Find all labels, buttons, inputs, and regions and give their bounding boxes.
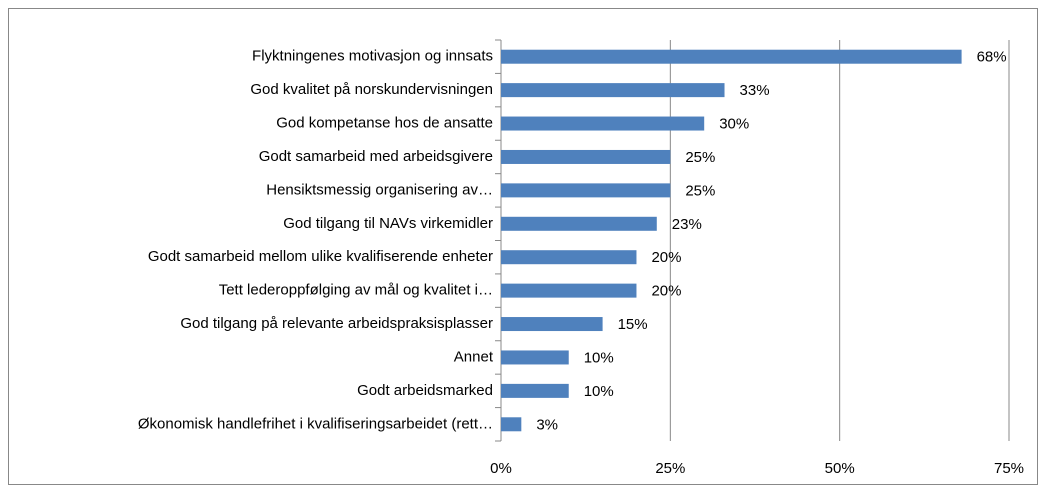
y-tick-label: God kvalitet på norskundervisningen <box>250 81 493 98</box>
y-tick-label: Annet <box>454 348 494 365</box>
bar <box>501 149 671 164</box>
value-label: 10% <box>584 383 614 400</box>
bar <box>501 283 637 298</box>
y-tick-label: Flyktningenes motivasjon og innsats <box>252 48 493 65</box>
y-tick-label: Godt samarbeid med arbeidsgivere <box>259 148 493 165</box>
value-label: 33% <box>740 82 770 99</box>
value-label: 30% <box>719 116 749 133</box>
value-label: 68% <box>977 49 1007 66</box>
value-label: 25% <box>685 149 715 166</box>
x-tick-label: 75% <box>994 460 1024 477</box>
y-tick-label: God tilgang til NAVs virkemidler <box>283 215 493 232</box>
bar <box>501 216 657 231</box>
value-label: 23% <box>672 216 702 233</box>
value-label: 15% <box>618 316 648 333</box>
bar <box>501 317 603 332</box>
bar <box>501 417 522 432</box>
bar <box>501 49 962 64</box>
y-tick-label: Godt samarbeid mellom ulike kvalifiseren… <box>148 248 493 265</box>
y-tick-label: God kompetanse hos de ansatte <box>276 115 493 132</box>
value-label: 20% <box>651 283 681 300</box>
x-tick-label: 50% <box>825 460 855 477</box>
bar <box>501 383 569 398</box>
y-tick-label: Økonomisk handlefrihet i kvalifiseringsa… <box>138 415 493 432</box>
value-label: 20% <box>651 249 681 266</box>
y-tick-label: Godt arbeidsmarked <box>357 382 493 399</box>
x-tick-label: 25% <box>655 460 685 477</box>
value-label: 3% <box>536 416 558 433</box>
y-tick-label: Tett lederoppfølging av mål og kvalitet … <box>219 282 493 299</box>
x-tick-label: 0% <box>490 460 512 477</box>
bar <box>501 83 725 98</box>
y-tick-label: Hensiktsmessig organisering av… <box>266 181 493 198</box>
bar <box>501 116 705 131</box>
value-label: 25% <box>685 182 715 199</box>
y-tick-label: God tilgang på relevante arbeidspraksisp… <box>180 315 493 332</box>
bar <box>501 183 671 198</box>
bar <box>501 250 637 265</box>
chart-border <box>8 8 1038 485</box>
bar <box>501 350 569 365</box>
value-label: 10% <box>584 349 614 366</box>
